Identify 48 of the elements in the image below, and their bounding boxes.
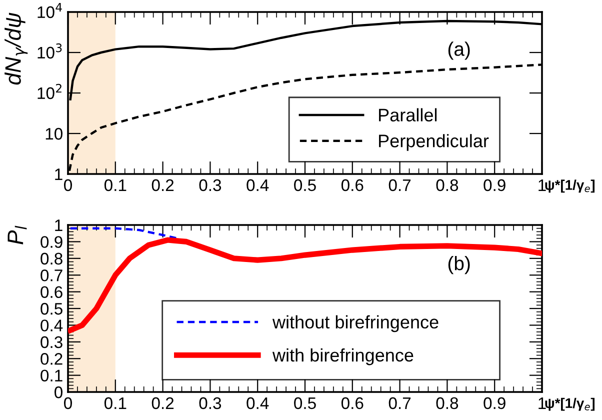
x-tick-label: 0 bbox=[64, 397, 72, 410]
x-tick-label: 0.9 bbox=[484, 179, 506, 192]
x-tick-label: 0.8 bbox=[436, 397, 458, 410]
y-tick-label: 10$^{2}$ bbox=[38, 84, 62, 100]
x-tick-label: 0.9 bbox=[484, 397, 506, 410]
x-tick-label: 0.4 bbox=[246, 397, 269, 410]
y-axis-title: dN$_{γ}$/dψ bbox=[4, 12, 28, 85]
x-tick-label: 1 bbox=[538, 397, 546, 409]
y-tick-label: 0 bbox=[54, 386, 62, 398]
y-tick-label: 10 bbox=[46, 128, 62, 140]
x-tick-label: 0.2 bbox=[152, 397, 174, 410]
x-tick-label: 0.1 bbox=[104, 179, 126, 192]
x-tick-label: 0.3 bbox=[199, 397, 222, 410]
y-tick-label: 0.4 bbox=[40, 320, 63, 332]
y-tick-label: 10$^{3}$ bbox=[38, 43, 62, 59]
legend-label: without birefringence bbox=[272, 315, 438, 332]
y-tick-label: 0.2 bbox=[40, 353, 62, 365]
y-tick-label: 0.7 bbox=[40, 270, 62, 282]
legend-label: Parallel bbox=[379, 108, 437, 122]
x-tick-label: 0.5 bbox=[294, 179, 316, 192]
x-axis-title: ψ*[1/γ$_{e}$] bbox=[545, 180, 595, 193]
x-tick-label: 0.2 bbox=[152, 179, 174, 192]
x-tick-label: 0.5 bbox=[294, 397, 316, 410]
x-axis-title: ψ*[1/γ$_{e}$] bbox=[545, 398, 595, 411]
x-tick-label: 0.3 bbox=[199, 179, 222, 192]
y-tick-label: 0.3 bbox=[40, 336, 62, 348]
x-tick-label: 1 bbox=[538, 179, 546, 191]
x-tick-label: 0 bbox=[64, 179, 72, 192]
x-tick-label: 0.4 bbox=[246, 179, 269, 192]
x-tick-label: 0.6 bbox=[341, 397, 364, 410]
legend-label: Perpendicular bbox=[379, 134, 489, 151]
y-tick-label: 0.8 bbox=[40, 252, 62, 265]
x-tick-label: 0.7 bbox=[388, 397, 411, 410]
x-tick-label: 0.6 bbox=[341, 179, 364, 192]
y-tick-label: 1 bbox=[55, 168, 62, 180]
x-tick-label: 0.8 bbox=[436, 179, 458, 192]
annotation: (a) bbox=[448, 42, 470, 60]
x-tick-label: 0.1 bbox=[104, 397, 126, 410]
legend-label: with birefringence bbox=[272, 348, 414, 366]
y-tick-label: 1 bbox=[55, 220, 62, 232]
y-tick-label: 0.1 bbox=[40, 370, 62, 382]
y-tick-label: 0.5 bbox=[40, 302, 62, 315]
y-tick-label: 0.9 bbox=[40, 236, 62, 248]
x-tick-label: 0.7 bbox=[388, 179, 411, 192]
y-tick-label: 10$^{4}$ bbox=[38, 3, 62, 18]
annotation: (b) bbox=[448, 256, 470, 274]
y-tick-label: 0.6 bbox=[40, 286, 62, 298]
y-axis-title: P$_{l}$ bbox=[8, 226, 27, 244]
